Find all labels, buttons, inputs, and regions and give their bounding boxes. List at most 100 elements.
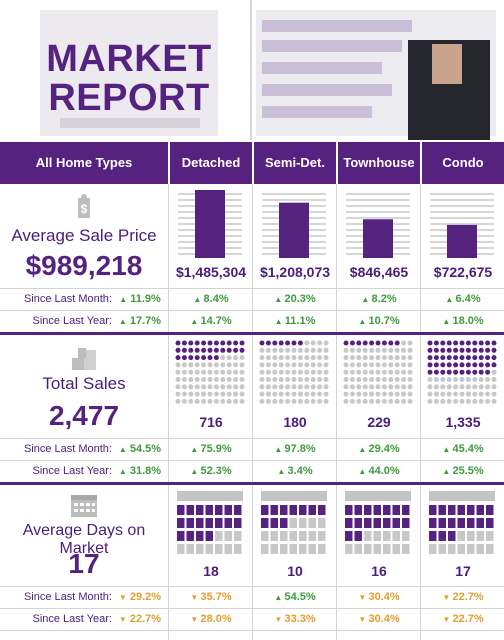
calendar-day	[457, 505, 465, 515]
sales-dot	[194, 391, 200, 397]
sales-dot	[375, 355, 381, 361]
calendar-day	[308, 518, 316, 528]
sales-dot	[220, 340, 226, 346]
sales-dot	[427, 355, 433, 361]
calendar-day	[486, 544, 494, 554]
sales-dot	[310, 384, 316, 390]
sales-dot	[440, 384, 446, 390]
sales-dot	[465, 362, 471, 368]
sales-dot	[465, 377, 471, 382]
sales-dot	[265, 391, 271, 397]
sales-dot	[381, 369, 387, 375]
sales-dot	[175, 384, 181, 390]
sales-dot	[285, 355, 291, 361]
calendar-day	[354, 518, 362, 528]
sales-dot	[478, 377, 484, 382]
sales-dot	[323, 369, 329, 375]
calendar-day	[486, 531, 494, 541]
calendar-day	[280, 505, 288, 515]
calendar-day	[308, 544, 316, 554]
sales-dot	[362, 398, 368, 404]
calendar-day	[289, 531, 297, 541]
sales-dot	[265, 362, 271, 368]
change-cell: ▼ 30.4%	[338, 586, 420, 608]
sales-dot	[485, 384, 491, 390]
sales-dot	[459, 377, 465, 382]
sales-dot	[265, 398, 271, 404]
sales-dot	[226, 398, 232, 404]
sales-dot	[323, 347, 329, 353]
sales-dot	[440, 391, 446, 397]
arrow-icon: ▲	[442, 467, 453, 476]
calendar-day	[299, 544, 307, 554]
price-tag-icon: $	[78, 194, 90, 218]
sales-dot	[259, 377, 265, 382]
change-cell: ▲ 6.4%	[422, 288, 504, 310]
sales-dot	[278, 369, 284, 375]
sales-dot	[175, 362, 181, 368]
sales-dot	[188, 362, 194, 368]
sales-dot	[453, 369, 459, 375]
sales-dot	[194, 384, 200, 390]
sales-dot	[239, 398, 245, 404]
sales-dot	[175, 347, 181, 353]
calendar-day	[383, 505, 391, 515]
sales-dot	[194, 355, 200, 361]
sales-dot	[407, 369, 413, 375]
change-value: 8.4%	[203, 293, 229, 305]
calendar-day	[289, 518, 297, 528]
row-divider	[0, 438, 504, 439]
sales-dot	[226, 340, 232, 346]
arrow-icon: ▲	[274, 445, 285, 454]
calendar-day	[205, 518, 213, 528]
column-header-detached: Detached	[181, 155, 241, 170]
change-cell: ▲ 11.1%	[254, 310, 336, 332]
sales-dot	[233, 362, 239, 368]
sales-dot	[375, 362, 381, 368]
change-cell: ▼ 28.0%	[170, 608, 252, 630]
calendar-day	[457, 544, 465, 554]
sales-dot	[297, 391, 303, 397]
sales-dot	[465, 391, 471, 397]
calendar-day	[261, 531, 269, 541]
sales-dot	[323, 340, 329, 346]
change-value: 44.0%	[368, 465, 400, 477]
sales-dot	[491, 347, 497, 353]
sales-dot	[459, 355, 465, 361]
sales-dot	[201, 355, 207, 361]
days-month-overall: ▼ 29.2%	[118, 591, 162, 603]
sales-dot	[304, 347, 310, 353]
sales-dot	[278, 384, 284, 390]
sales-dot	[226, 369, 232, 375]
sales-dot	[427, 347, 433, 353]
sales-dot	[304, 369, 310, 375]
change-cell: ▲ 54.5%	[254, 586, 336, 608]
sales-dot	[181, 369, 187, 375]
calendar-day	[448, 505, 456, 515]
sales-dot	[465, 398, 471, 404]
calendar-day	[224, 505, 232, 515]
sales-dot	[343, 362, 349, 368]
sales-dot	[297, 384, 303, 390]
sales-dot	[265, 340, 271, 346]
sales-dot	[491, 355, 497, 361]
calendar-day	[364, 531, 372, 541]
sales-dot	[349, 377, 355, 382]
sales-dot	[401, 355, 407, 361]
arrow-icon: ▲	[274, 593, 285, 602]
sales-dot	[465, 347, 471, 353]
sales-dot	[181, 384, 187, 390]
sales-year-label: Since Last Year:	[32, 465, 112, 477]
change-cell: ▲ 75.9%	[170, 438, 252, 460]
sales-dot	[213, 355, 219, 361]
sales-dot	[207, 340, 213, 346]
sales-dot	[259, 398, 265, 404]
blurred-agent-text	[262, 62, 382, 74]
calendar-day	[364, 505, 372, 515]
sales-dot	[259, 340, 265, 346]
calendar-day	[270, 505, 278, 515]
sales-dot	[259, 355, 265, 361]
sales-dot	[349, 398, 355, 404]
arrow-icon: ▲	[358, 445, 369, 454]
sales-dot	[175, 369, 181, 375]
